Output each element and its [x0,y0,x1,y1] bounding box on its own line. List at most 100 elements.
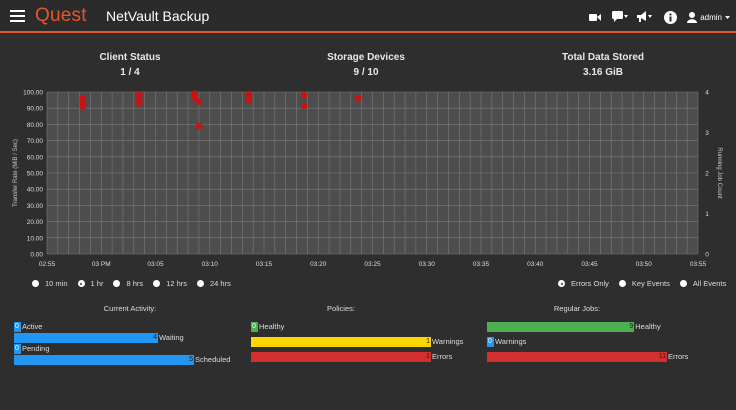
job-row-errors[interactable]: 11 Errors [487,352,717,362]
y-tick-label: 20.00 [27,219,44,226]
total-data-stored-value: 3.16 GiB [582,67,624,78]
time-range-radio[interactable]: 10 min [32,279,68,288]
policy-count: 1 [426,338,430,345]
policy-row-healthy[interactable]: 0 Healthy [251,322,481,332]
job-bar [487,352,667,362]
policy-row-warnings[interactable]: 1 Warnings [251,337,481,347]
radio-dot [153,280,161,287]
y-tick-label: 40.00 [27,187,44,194]
job-row-healthy[interactable]: 9 Healthy [487,322,717,332]
event-filter-label: Errors Only [571,279,609,288]
y2-axis-label: Running Job Count [716,147,722,199]
y-tick-label: 90.00 [27,106,44,113]
radio-dot [113,280,121,287]
time-range-label: 8 hrs [126,279,144,288]
transfer-rate-chart: 0.00 10.00 20.00 30.00 40.00 50.00 60.00 70.00 8… [13,90,722,269]
activity-bar [14,333,158,343]
x-tick-label: 03:10 [202,261,219,268]
chat-icon[interactable] [612,9,629,25]
radio-dot [679,280,687,287]
user-icon [687,11,698,23]
menu-icon[interactable] [10,10,25,22]
y-tick-label: 60.00 [27,154,44,161]
policy-count: 0 [252,323,256,330]
event-filter-radio[interactable]: Errors Only [558,279,609,288]
time-range-radio[interactable]: 1 hr [77,279,103,288]
x-tick-label: 03 PM [92,261,111,268]
policy-count: 1 [426,353,430,360]
policy-label: Warnings [432,337,464,346]
activity-count: 0 [15,323,19,330]
y-tick-label: 80.00 [27,122,44,129]
radio-dot [618,280,626,287]
y-tick-label: 30.00 [27,203,44,210]
policy-bar [251,352,431,362]
y-axis-label: Transfer Rate (MiB / Sec) [13,139,19,207]
storage-devices-value: 9 / 10 [353,67,379,78]
y2-tick-label: 1 [705,211,709,218]
job-label: Warnings [495,337,527,346]
data-point [300,91,308,99]
x-tick-label: 03:35 [473,261,490,268]
time-range-radio[interactable]: 8 hrs [113,279,143,288]
storage-devices[interactable]: Storage Devices 9 / 10 [266,52,466,78]
total-data-stored[interactable]: Total Data Stored 3.16 GiB [503,52,703,78]
total-data-stored-label: Total Data Stored [561,52,645,63]
data-point [195,122,203,130]
policies-title: Policies: [327,304,355,313]
megaphone-icon[interactable] [637,9,653,25]
data-point [245,96,253,104]
username: admin [700,12,722,22]
x-tick-label: 03:05 [147,261,164,268]
y-tick-label: 10.00 [27,235,44,242]
regular-jobs-title: Regular Jobs: [553,304,601,313]
data-point [135,95,143,102]
y2-tick-label: 0 [705,252,709,259]
y-tick-label: 70.00 [27,138,44,145]
x-tick-label: 03:20 [310,261,327,268]
app-header: Quest NetVault Backup admin [0,0,736,33]
camera-icon[interactable] [587,9,603,25]
activity-row-waiting[interactable]: 4 Waiting [14,333,244,343]
radio-dot [77,280,85,287]
event-filter-radio[interactable]: Key Events [618,279,670,288]
policy-row-errors[interactable]: 1 Errors [251,352,481,362]
client-status-value: 1 / 4 [120,67,140,78]
y-tick-label: 100.00 [23,90,43,97]
radio-dot [558,280,565,287]
policy-bar [251,337,431,347]
job-count: 9 [629,323,634,330]
job-count: 0 [488,338,492,345]
activity-row-pending[interactable]: 0 Pending [14,344,244,354]
job-row-warnings[interactable]: 0 Warnings [487,337,717,347]
job-label: Errors [668,352,689,361]
x-tick-label: 03:40 [527,261,544,268]
client-status-label: Client Status [99,52,161,63]
time-range-radio[interactable]: 12 hrs [153,279,187,288]
data-point [245,91,253,98]
time-range-label: 10 min [45,279,68,288]
time-range-options: 10 min 1 hr 8 hrs 12 hrs 24 hrs [32,279,231,288]
data-point [300,102,308,110]
policy-bar [251,322,258,332]
user-menu[interactable]: admin [687,11,730,23]
storage-devices-label: Storage Devices [327,52,405,63]
info-icon[interactable] [662,9,678,25]
data-point [191,94,198,101]
time-range-radio[interactable]: 24 hrs [197,279,231,288]
event-filter-options: Errors Only Key Events All Events [558,279,726,288]
activity-bar [14,322,21,332]
activity-label: Pending [22,344,50,353]
job-count: 11 [658,353,666,360]
x-tick-label: 02:55 [39,261,56,268]
policy-label: Healthy [259,322,285,331]
time-range-label: 12 hrs [166,279,187,288]
x-tick-label: 03:55 [690,261,707,268]
data-point [195,98,203,106]
activity-count: 5 [189,356,193,363]
activity-row-active[interactable]: 0 Active [14,322,244,332]
client-status[interactable]: Client Status 1 / 4 [30,52,230,78]
activity-row-scheduled[interactable]: 5 Scheduled [14,355,244,365]
activity-count: 4 [153,334,157,341]
event-filter-radio[interactable]: All Events [679,279,726,288]
